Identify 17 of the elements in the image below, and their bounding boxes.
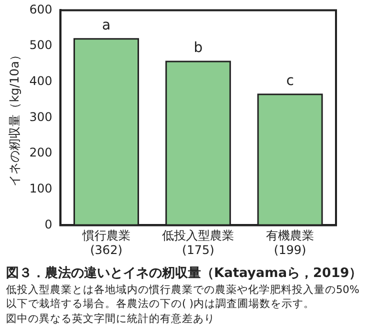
y-axis-title: イネの籾収量（kg/10a） xyxy=(7,49,22,186)
y-tick-label: 400 xyxy=(29,74,52,88)
text: 図中の異なる英文字間に統計的有意差あり xyxy=(6,312,216,327)
annotation: a xyxy=(102,18,111,34)
y-tick-label: 500 xyxy=(29,38,52,52)
text: 低投入型農業とは各地域内の慣行農業での農薬や化学肥料投入量の50%以下で栽培する場合。各農法の下の( )内は調査圃場数を示す。 xyxy=(6,283,360,312)
y-tick-label: 300 xyxy=(29,110,52,124)
text: 図３．農法の違いとイネの籾収量（Katayamaら，2019） xyxy=(6,265,364,282)
annotation: b xyxy=(194,40,203,56)
y-tick-label: 0 xyxy=(44,217,52,232)
annotation: c xyxy=(286,73,294,90)
x-tick-label: 慣行農業 (362) xyxy=(81,228,130,257)
y-tick-label: 200 xyxy=(29,146,52,160)
y-tick-label: 100 xyxy=(29,181,52,196)
x-tick-label: 有機農業 (199) xyxy=(266,228,314,257)
x-tick-label: 低投入型農業 (175) xyxy=(162,228,234,257)
y-tick-label: 600 xyxy=(29,2,52,16)
